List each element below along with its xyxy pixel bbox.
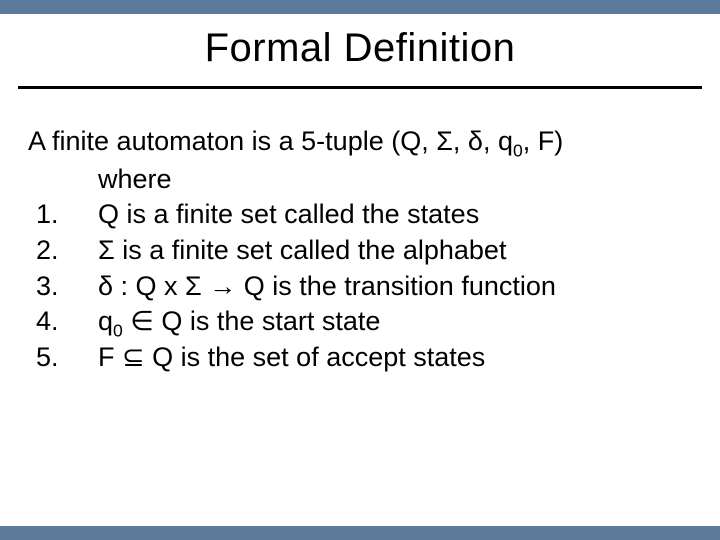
- bottom-band: [0, 526, 720, 540]
- top-band: [0, 0, 720, 14]
- item-number: 3.: [28, 269, 98, 305]
- list-item: 1. Q is a finite set called the states: [28, 197, 692, 233]
- item-text: δ : Q x Σ → Q is the transition function: [98, 269, 692, 305]
- item-text: Σ is a finite set called the alphabet: [98, 233, 692, 269]
- item-number: 5.: [28, 340, 98, 376]
- definition-list: 1. Q is a finite set called the states 2…: [28, 197, 692, 375]
- slide: Formal Definition A finite automaton is …: [0, 0, 720, 540]
- list-item: 5. F ⊆ Q is the set of accept states: [28, 340, 692, 376]
- item-text: q0 ∈ Q is the start state: [98, 304, 692, 340]
- item-number: 2.: [28, 233, 98, 269]
- list-item: 2. Σ is a finite set called the alphabet: [28, 233, 692, 269]
- title-divider: [18, 86, 702, 89]
- item-text: Q is a finite set called the states: [98, 197, 692, 233]
- slide-title: Formal Definition: [0, 26, 720, 71]
- content-area: A finite automaton is a 5-tuple (Q, Σ, δ…: [28, 124, 692, 375]
- item-number: 4.: [28, 304, 98, 340]
- list-item: 4. q0 ∈ Q is the start state: [28, 304, 692, 340]
- item-text: F ⊆ Q is the set of accept states: [98, 340, 692, 376]
- intro-line-1: A finite automaton is a 5-tuple (Q, Σ, δ…: [28, 124, 692, 160]
- list-item: 3. δ : Q x Σ → Q is the transition funct…: [28, 269, 692, 305]
- item-number: 1.: [28, 197, 98, 233]
- intro-line-2: where: [28, 162, 692, 198]
